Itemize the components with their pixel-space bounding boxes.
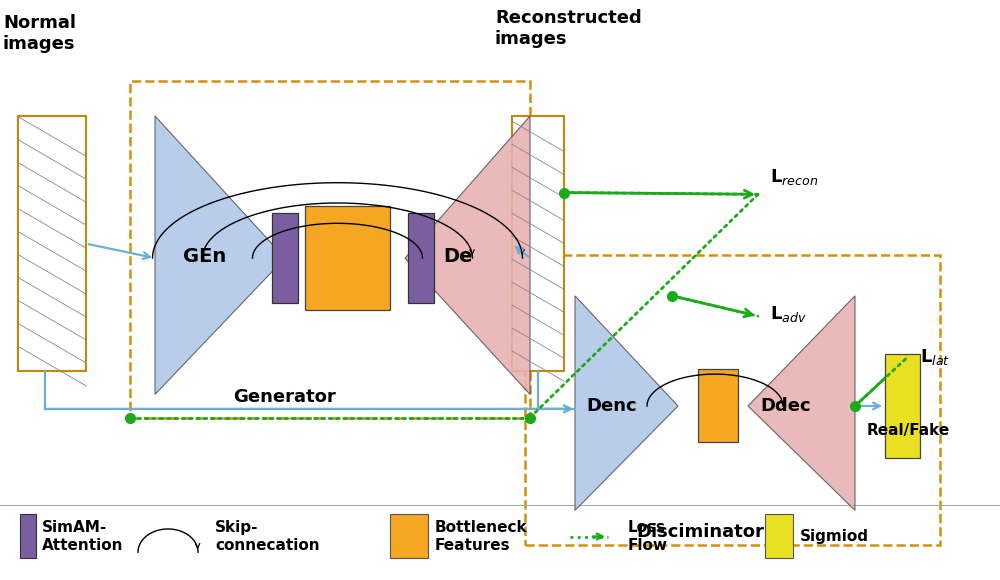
Text: Loss
Flow: Loss Flow — [628, 520, 668, 553]
Text: Skip-
connecation: Skip- connecation — [215, 520, 320, 553]
Polygon shape — [748, 296, 855, 510]
Text: Real/Fake: Real/Fake — [866, 423, 950, 438]
Text: Sigmiod: Sigmiod — [800, 529, 869, 544]
Text: Generator: Generator — [234, 388, 336, 407]
Text: GEn: GEn — [183, 247, 227, 266]
FancyBboxPatch shape — [305, 206, 390, 310]
FancyBboxPatch shape — [885, 354, 920, 458]
Text: Disciminator: Disciminator — [636, 523, 764, 542]
Polygon shape — [575, 296, 678, 510]
Text: Bottleneck
Features: Bottleneck Features — [435, 520, 528, 553]
FancyBboxPatch shape — [408, 213, 434, 303]
FancyBboxPatch shape — [512, 116, 564, 371]
Text: Normal
images: Normal images — [3, 14, 76, 53]
Polygon shape — [155, 116, 285, 394]
Polygon shape — [405, 116, 530, 394]
Text: $\mathbf{L}_{recon}$: $\mathbf{L}_{recon}$ — [770, 167, 818, 187]
Text: De: De — [443, 247, 473, 266]
Text: Reconstructed
images: Reconstructed images — [495, 9, 642, 48]
Text: Denc: Denc — [587, 397, 637, 415]
Text: SimAM-
Attention: SimAM- Attention — [42, 520, 124, 553]
FancyBboxPatch shape — [390, 514, 428, 558]
Text: $\mathbf{L}_{lat}$: $\mathbf{L}_{lat}$ — [920, 347, 950, 367]
FancyBboxPatch shape — [698, 369, 738, 442]
FancyBboxPatch shape — [18, 116, 86, 371]
FancyBboxPatch shape — [20, 514, 36, 558]
Text: $\mathbf{L}_{adv}$: $\mathbf{L}_{adv}$ — [770, 304, 807, 324]
Text: Ddec: Ddec — [761, 397, 811, 415]
FancyBboxPatch shape — [765, 514, 793, 558]
FancyBboxPatch shape — [272, 213, 298, 303]
